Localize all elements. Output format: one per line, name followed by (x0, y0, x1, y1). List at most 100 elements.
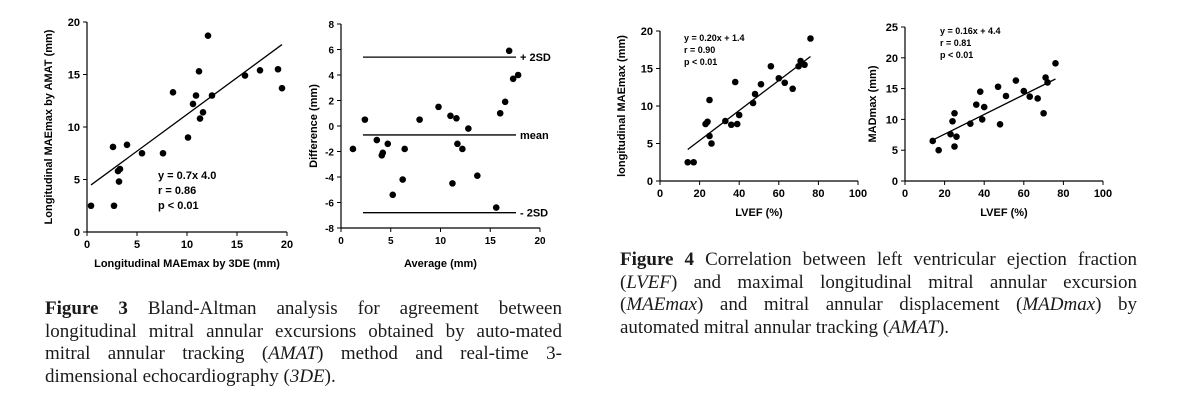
fig3-caption-part: Bland-Altman analysis for agreement betw… (45, 298, 562, 364)
y-axis-label: Difference (mm) (308, 84, 320, 168)
data-point (384, 140, 392, 148)
data-point (116, 165, 124, 173)
data-point (980, 103, 988, 111)
data-point (399, 176, 406, 183)
x-tick-label: 100 (849, 188, 867, 200)
x-axis-label: LVEF (%) (980, 207, 1028, 219)
data-point (727, 121, 735, 129)
data-point (447, 112, 454, 120)
y-tick-label: 8 (328, 20, 334, 31)
y-tick-label: -6 (325, 199, 334, 210)
fig4-caption-part: MADmax (1022, 294, 1096, 315)
y-tick-label: -8 (325, 224, 334, 235)
x-tick-label: 0 (338, 236, 344, 247)
x-tick-label: 80 (812, 188, 824, 200)
fig4-caption-part: ) and maximal longitudinal mitral annula… (620, 271, 1137, 316)
fig3-caption-part: 3DE (289, 365, 325, 387)
x-axis-label: Average (mm) (404, 258, 477, 270)
data-point (505, 47, 513, 55)
stats-annotation: p < 0.01 (684, 57, 717, 67)
data-point (757, 80, 765, 88)
data-point (496, 109, 504, 117)
data-point (795, 62, 802, 70)
data-point (967, 120, 974, 128)
data-point (189, 100, 197, 108)
x-tick-label: 20 (281, 239, 293, 251)
x-tick-label: 5 (134, 239, 140, 251)
data-point (1026, 93, 1034, 100)
figure-3-caption: Figure 3 Bland-Altman analysis for agree… (45, 298, 562, 388)
figure-4-caption-text: Correlation between left ventricular eje… (620, 249, 1137, 338)
x-tick-label: 0 (657, 188, 663, 200)
figure-4-label: Figure 4 (620, 249, 695, 270)
data-point (953, 133, 960, 140)
data-point (123, 141, 131, 149)
fig3-caption-part: ). (324, 365, 336, 387)
x-tick-label: 10 (435, 236, 447, 247)
data-point (1002, 92, 1010, 100)
x-tick-label: 20 (534, 236, 546, 247)
fig4-caption-part: MAEmax (626, 294, 698, 315)
data-point (929, 137, 937, 145)
data-point (735, 111, 743, 119)
data-point (192, 92, 200, 99)
fig4-caption-part: LVEF (626, 271, 672, 293)
y-axis-label: longitudinal MAEmax (mm) (616, 35, 628, 177)
data-point (115, 178, 123, 185)
y-tick-label: 2 (328, 97, 334, 108)
x-tick-label: 10 (181, 239, 193, 251)
data-point (708, 140, 715, 147)
data-point (138, 149, 146, 157)
data-point (1020, 87, 1028, 95)
data-point (807, 35, 814, 42)
data-point (389, 191, 397, 199)
fig4-caption-part: AMAT (889, 316, 938, 338)
reference-line-label: + 2SD (520, 52, 551, 64)
data-point (256, 67, 264, 74)
data-point (514, 71, 522, 79)
y-axis-label: Longitudinal MAEmax by AMAT (mm) (43, 29, 55, 224)
data-point (435, 103, 442, 111)
fig3-caption-part: AMAT (268, 343, 318, 364)
y-tick-label: -2 (325, 148, 334, 159)
x-tick-label: 15 (485, 236, 497, 247)
fig3-caption-part: ) method and real-time 3-dimensional ech… (45, 343, 562, 387)
data-point (801, 61, 808, 69)
data-point (789, 85, 796, 93)
figure-3-caption-text: Bland-Altman analysis for agreement betw… (45, 298, 562, 387)
y-tick-label: 10 (68, 122, 80, 134)
y-tick-label: 5 (647, 139, 653, 151)
regression-line (932, 78, 1056, 141)
data-point (704, 118, 711, 126)
figure-3-label: Figure 3 (45, 298, 128, 319)
data-point (416, 116, 423, 123)
data-point (509, 75, 517, 83)
data-point (87, 202, 95, 210)
x-tick-label: 0 (902, 188, 908, 200)
data-point (196, 115, 204, 122)
fig4-caption-part: Correlation between left ventricular eje… (620, 249, 1137, 293)
data-point (767, 62, 775, 70)
y-tick-label: 20 (641, 26, 653, 38)
x-tick-label: 100 (1094, 188, 1112, 200)
data-point (453, 115, 460, 122)
data-point (951, 109, 958, 117)
data-point (949, 117, 956, 125)
data-point (199, 109, 207, 116)
x-tick-label: 20 (938, 188, 950, 200)
data-point (690, 158, 697, 166)
x-tick-label: 40 (733, 188, 745, 200)
chart-4: 0 20 40 60 80 100 0 5 10 15 20 25 LVEF (%) MADmax (mm… (867, 22, 1112, 219)
stats-annotation: p < 0.01 (940, 50, 973, 60)
data-point (241, 72, 249, 79)
reference-line-label: mean (520, 130, 549, 142)
x-tick-label: 80 (1057, 188, 1069, 200)
y-tick-label: 0 (892, 176, 898, 188)
stats-annotation: p < 0.01 (158, 200, 199, 212)
data-point (501, 98, 509, 106)
x-tick-label: 0 (84, 239, 90, 251)
data-point (401, 145, 408, 153)
data-point (454, 140, 461, 148)
data-point (184, 134, 192, 141)
